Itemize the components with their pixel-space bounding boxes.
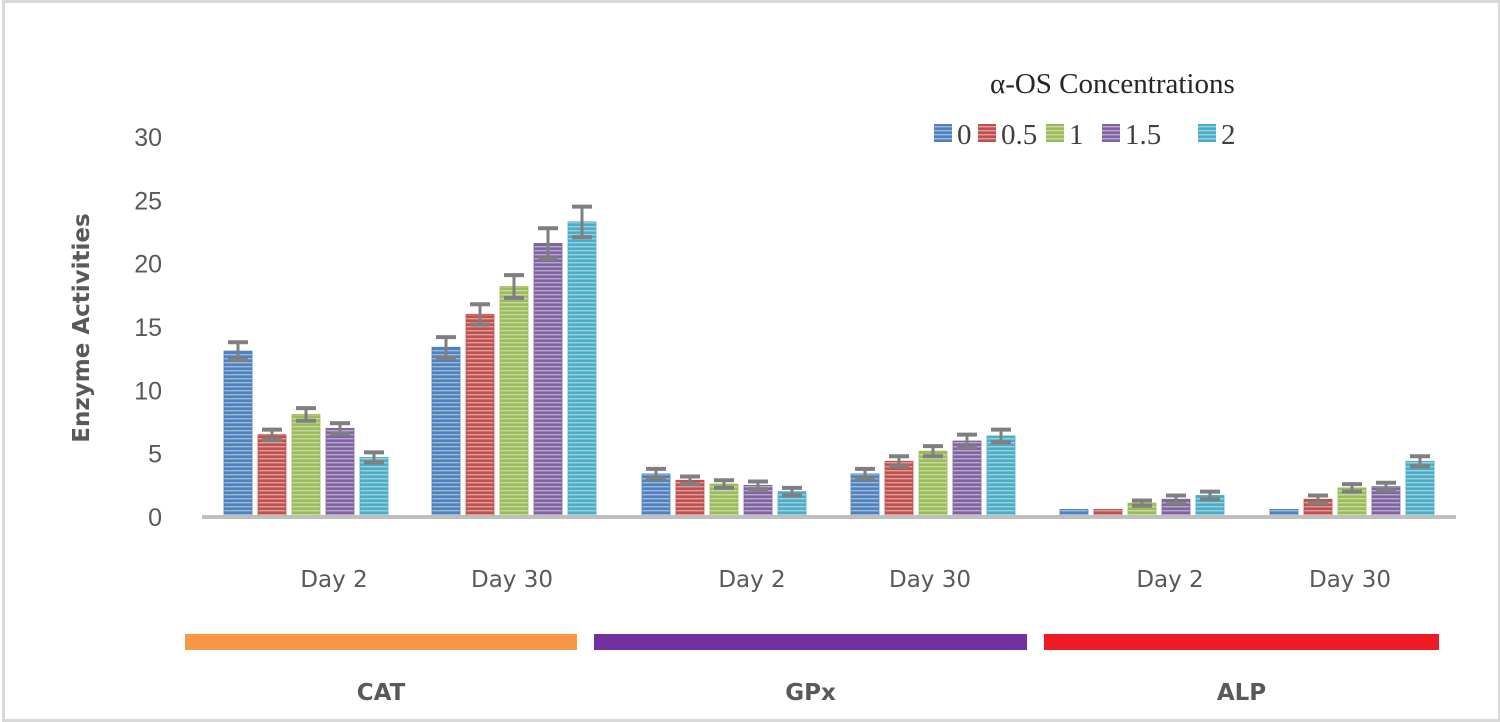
bar-cat-day-30-series-2 bbox=[567, 221, 597, 518]
error-bar bbox=[923, 444, 943, 459]
error-bar bbox=[1410, 454, 1430, 469]
legend-entry-label: 2 bbox=[1221, 119, 1236, 151]
legend-entry-label: 1.5 bbox=[1125, 119, 1161, 151]
x-category-label: Day 30 bbox=[471, 567, 553, 593]
legend-swatch-2 bbox=[1198, 124, 1216, 142]
y-tick-label: 15 bbox=[134, 314, 162, 342]
error-bar bbox=[504, 273, 524, 300]
bar-cat-day-30-series-1 bbox=[499, 286, 529, 518]
bar-cat-day-2-series-1 bbox=[291, 413, 321, 518]
error-bar bbox=[855, 466, 875, 481]
x-category-label: Day 2 bbox=[718, 567, 785, 593]
legend-swatch-0.5 bbox=[978, 124, 996, 142]
bar-alp-day-30-series-2 bbox=[1405, 460, 1435, 518]
error-bar bbox=[1200, 489, 1220, 502]
bar-gpx-day-2-series-0 bbox=[641, 473, 671, 518]
bar-cat-day-2-series-2 bbox=[359, 457, 389, 518]
legend-entry-label: 1 bbox=[1069, 119, 1084, 151]
bar-cat-day-2-series-0 bbox=[223, 350, 253, 518]
legend-entry-label: 0 bbox=[957, 119, 972, 151]
legend: α-OS Concentrations 0 0.5 1 1.5 2 bbox=[934, 68, 1236, 151]
error-bar bbox=[572, 204, 592, 240]
bar-gpx-day-30-series-1 bbox=[918, 450, 948, 518]
group-band-alp bbox=[1044, 634, 1439, 650]
y-tick-label: 5 bbox=[148, 441, 162, 469]
error-bar bbox=[538, 226, 558, 261]
y-axis-ticks: 0 5 10 15 20 25 30 bbox=[134, 124, 162, 532]
x-category-label: Day 2 bbox=[1136, 567, 1203, 593]
error-bar bbox=[957, 432, 977, 450]
error-bar bbox=[1342, 482, 1362, 494]
bar-gpx-day-30-series-0 bbox=[850, 473, 880, 518]
legend-entry-label: 0.5 bbox=[1001, 119, 1037, 151]
error-bar bbox=[296, 406, 316, 423]
group-label-alp: ALP bbox=[1217, 680, 1266, 706]
y-tick-label: 30 bbox=[134, 124, 162, 152]
x-category-label: Day 30 bbox=[1309, 567, 1391, 593]
bar-gpx-day-30-series-2 bbox=[986, 435, 1016, 518]
group-label-gpx: GPx bbox=[785, 680, 836, 706]
bar-gpx-day-30-series-0.5 bbox=[884, 460, 914, 518]
bars bbox=[223, 204, 1435, 518]
y-tick-label: 25 bbox=[134, 187, 162, 215]
bar-cat-day-2-series-1.5 bbox=[325, 427, 355, 518]
error-bar bbox=[470, 302, 490, 327]
y-tick-label: 20 bbox=[134, 251, 162, 279]
group-band-cat bbox=[185, 634, 577, 650]
group-band-gpx bbox=[594, 634, 1027, 650]
x-category-label: Day 30 bbox=[889, 567, 971, 593]
error-bar bbox=[330, 421, 350, 436]
group-label-cat: CAT bbox=[357, 680, 406, 706]
error-bar bbox=[748, 479, 768, 492]
error-bar bbox=[262, 427, 282, 442]
error-bar bbox=[782, 485, 802, 498]
error-bar bbox=[1376, 480, 1396, 493]
legend-title: α-OS Concentrations bbox=[990, 68, 1235, 100]
error-bar bbox=[714, 478, 734, 490]
y-tick-label: 10 bbox=[134, 377, 162, 405]
error-bar bbox=[889, 454, 909, 469]
legend-swatch-0 bbox=[934, 124, 952, 142]
bar-cat-day-30-series-0 bbox=[431, 346, 461, 518]
error-bar bbox=[646, 466, 666, 481]
error-bar bbox=[436, 335, 456, 360]
bar-cat-day-2-series-0.5 bbox=[257, 434, 287, 518]
legend-swatch-1.5 bbox=[1102, 124, 1120, 142]
category-labels: Day 2 Day 30 Day 2 Day 30 Day 2 Day 30 bbox=[300, 567, 1391, 593]
bar-cat-day-30-series-0.5 bbox=[465, 313, 495, 518]
error-bar bbox=[991, 427, 1011, 445]
bar-gpx-day-30-series-1.5 bbox=[952, 440, 982, 518]
y-axis-label: Enzyme Activities bbox=[69, 213, 95, 442]
error-bar bbox=[1308, 493, 1328, 506]
legend-swatch-1 bbox=[1046, 124, 1064, 142]
error-bar bbox=[1166, 493, 1186, 506]
y-tick-label: 0 bbox=[148, 504, 162, 532]
error-bar bbox=[1132, 498, 1152, 508]
bar-cat-day-30-series-1.5 bbox=[533, 242, 563, 518]
group-bands: CAT GPx ALP bbox=[185, 634, 1439, 706]
x-category-label: Day 2 bbox=[300, 567, 367, 593]
error-bar bbox=[228, 340, 248, 362]
error-bar bbox=[364, 450, 384, 465]
error-bar bbox=[680, 474, 700, 487]
